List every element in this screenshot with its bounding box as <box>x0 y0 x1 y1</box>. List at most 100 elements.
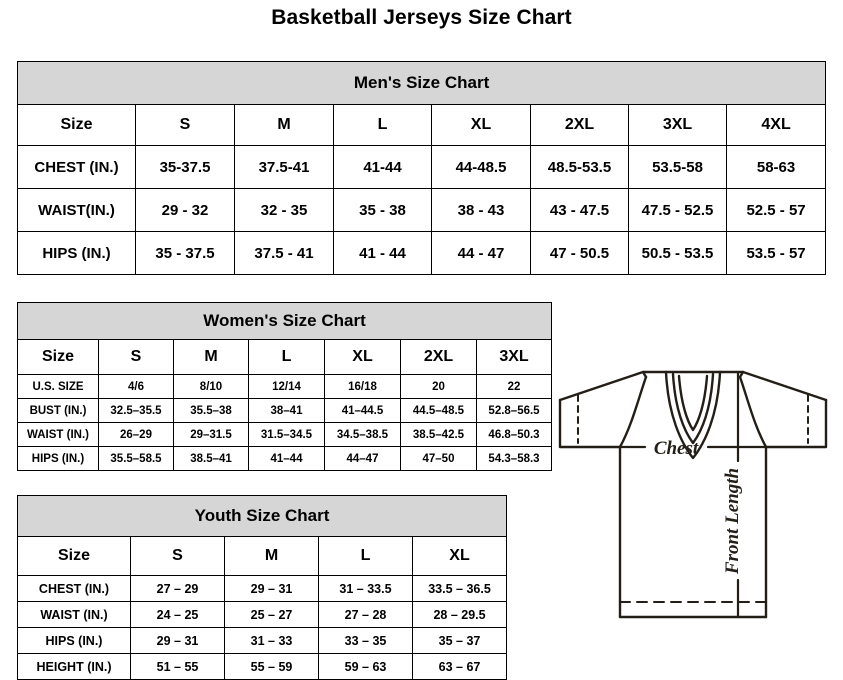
page-title: Basketball Jerseys Size Chart <box>271 6 572 29</box>
youth-hips-s: 29 – 31 <box>130 627 225 654</box>
womens-hips-l: 41–44 <box>248 446 325 471</box>
youth-chest-m: 29 – 31 <box>224 575 319 602</box>
youth-row-label-hips: HIPS (IN.) <box>17 627 131 654</box>
mens-chart-heading: Men's Size Chart <box>16 61 827 105</box>
table-row: HIPS (IN.) 35 - 37.5 37.5 - 41 41 - 44 4… <box>17 231 827 275</box>
mens-chest-m: 37.5-41 <box>234 145 334 189</box>
youth-waist-xl: 28 – 29.5 <box>411 601 508 628</box>
youth-chest-xl: 33.5 – 36.5 <box>411 575 508 602</box>
jersey-vneck-inner <box>677 374 709 432</box>
table-row: WAIST (IN.) 26–29 29–31.5 31.5–34.5 34.5… <box>17 422 553 447</box>
youth-waist-m: 25 – 27 <box>224 601 319 628</box>
mens-hips-l: 41 - 44 <box>333 231 432 275</box>
jersey-left-sleeve-inner <box>618 375 648 449</box>
youth-height-s: 51 – 55 <box>130 653 225 680</box>
womens-bust-m: 35.5–38 <box>173 398 249 423</box>
mens-hips-m: 37.5 - 41 <box>234 231 334 275</box>
youth-height-xl: 63 – 67 <box>411 653 508 680</box>
jersey-left-shoulder-line <box>558 370 648 402</box>
mens-waist-xl: 38 - 43 <box>431 188 531 232</box>
womens-row-label-us-size: U.S. SIZE <box>17 374 99 399</box>
womens-header-row: Size S M L XL 2XL 3XL <box>17 339 553 375</box>
jersey-measurement-diagram: Chest Front Length <box>548 355 838 655</box>
mens-row-label-chest: CHEST (IN.) <box>17 145 136 189</box>
mens-col-header-2xl: 2XL <box>530 104 629 146</box>
youth-waist-l: 27 – 28 <box>318 601 413 628</box>
youth-col-header-s: S <box>130 536 225 576</box>
table-row: BUST (IN.) 32.5–35.5 35.5–38 38–41 41–44… <box>17 398 553 423</box>
mens-waist-4xl: 52.5 - 57 <box>725 188 827 232</box>
mens-waist-s: 29 - 32 <box>135 188 235 232</box>
youth-row-label-chest: CHEST (IN.) <box>17 575 131 602</box>
mens-hips-xl: 44 - 47 <box>431 231 531 275</box>
jersey-right-sleeve-hem <box>764 398 828 449</box>
youth-row-label-height: HEIGHT (IN.) <box>17 653 131 680</box>
mens-hips-2xl: 47 - 50.5 <box>530 231 629 275</box>
mens-col-header-m: M <box>234 104 334 146</box>
jersey-vneck-middle <box>671 372 715 445</box>
mens-chest-l: 41-44 <box>333 145 432 189</box>
womens-hips-2xl: 47–50 <box>400 446 477 471</box>
womens-us-size-l: 12/14 <box>248 374 325 399</box>
front-length-label: Front Length <box>722 468 743 575</box>
womens-waist-2xl: 38.5–42.5 <box>400 422 477 447</box>
mens-chest-xl: 44-48.5 <box>431 145 531 189</box>
mens-col-header-size: Size <box>17 104 136 146</box>
table-row: CHEST (IN.) 27 – 29 29 – 31 31 – 33.5 33… <box>17 575 508 602</box>
youth-row-label-waist: WAIST (IN.) <box>17 601 131 628</box>
womens-col-header-l: L <box>248 339 325 375</box>
table-row: HIPS (IN.) 29 – 31 31 – 33 33 – 35 35 – … <box>17 627 508 654</box>
mens-hips-4xl: 53.5 - 57 <box>725 231 827 275</box>
womens-us-size-s: 4/6 <box>98 374 174 399</box>
mens-chest-4xl: 58-63 <box>725 145 827 189</box>
womens-bust-xl: 41–44.5 <box>324 398 401 423</box>
mens-row-label-hips: HIPS (IN.) <box>17 231 136 275</box>
mens-waist-2xl: 43 - 47.5 <box>530 188 629 232</box>
youth-height-l: 59 – 63 <box>318 653 413 680</box>
table-row: WAIST(IN.) 29 - 32 32 - 35 35 - 38 38 - … <box>17 188 827 232</box>
womens-col-header-size: Size <box>17 339 99 375</box>
womens-hips-xl: 44–47 <box>324 446 401 471</box>
mens-col-header-xl: XL <box>431 104 531 146</box>
womens-row-label-hips: HIPS (IN.) <box>17 446 99 471</box>
womens-row-label-waist: WAIST (IN.) <box>17 422 99 447</box>
womens-size-chart-table: Women's Size Chart Size S M L XL 2XL 3XL… <box>16 302 553 471</box>
youth-waist-s: 24 – 25 <box>130 601 225 628</box>
womens-waist-m: 29–31.5 <box>173 422 249 447</box>
womens-us-size-3xl: 22 <box>475 374 553 399</box>
youth-header-row: Size S M L XL <box>17 536 508 576</box>
jersey-left-sleeve-hem <box>558 398 622 449</box>
youth-chart-heading: Youth Size Chart <box>16 495 508 537</box>
youth-col-header-m: M <box>224 536 319 576</box>
womens-col-header-s: S <box>98 339 174 375</box>
womens-hips-s: 35.5–58.5 <box>98 446 174 471</box>
youth-col-header-l: L <box>318 536 413 576</box>
womens-us-size-xl: 16/18 <box>324 374 401 399</box>
table-row: CHEST (IN.) 35-37.5 37.5-41 41-44 44-48.… <box>17 145 827 189</box>
chest-label: Chest <box>654 438 699 459</box>
womens-bust-s: 32.5–35.5 <box>98 398 174 423</box>
youth-col-header-xl: XL <box>411 536 508 576</box>
womens-waist-xl: 34.5–38.5 <box>324 422 401 447</box>
womens-chart-heading: Women's Size Chart <box>16 302 553 340</box>
mens-row-label-waist: WAIST(IN.) <box>17 188 136 232</box>
mens-col-header-3xl: 3XL <box>628 104 727 146</box>
mens-chest-3xl: 53.5-58 <box>628 145 727 189</box>
mens-size-chart-table: Men's Size Chart Size S M L XL 2XL 3XL 4… <box>16 61 827 275</box>
jersey-right-sleeve-inner <box>738 375 768 449</box>
youth-height-m: 55 – 59 <box>224 653 319 680</box>
youth-hips-m: 31 – 33 <box>224 627 319 654</box>
mens-col-header-s: S <box>135 104 235 146</box>
table-row: HIPS (IN.) 35.5–58.5 38.5–41 41–44 44–47… <box>17 446 553 471</box>
jersey-vneck-outer <box>664 370 722 460</box>
womens-us-size-2xl: 20 <box>400 374 477 399</box>
womens-col-header-xl: XL <box>324 339 401 375</box>
womens-hips-3xl: 54.3–58.3 <box>475 446 553 471</box>
mens-header-row: Size S M L XL 2XL 3XL 4XL <box>17 104 827 146</box>
youth-col-header-size: Size <box>17 536 131 576</box>
mens-waist-m: 32 - 35 <box>234 188 334 232</box>
womens-us-size-m: 8/10 <box>173 374 249 399</box>
womens-row-label-bust: BUST (IN.) <box>17 398 99 423</box>
womens-bust-2xl: 44.5–48.5 <box>400 398 477 423</box>
youth-size-chart-table: Youth Size Chart Size S M L XL CHEST (IN… <box>16 495 508 680</box>
